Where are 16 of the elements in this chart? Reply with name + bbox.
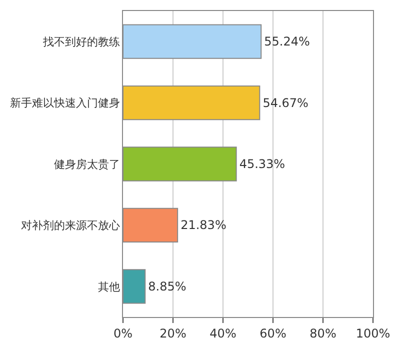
x-tick-label: 100%	[356, 326, 390, 340]
data-label: 55.24%	[264, 34, 310, 49]
y-tick-label: 找不到好的教练	[42, 35, 120, 48]
x-tick-label: 60%	[260, 326, 286, 340]
x-tick-label: 20%	[160, 326, 186, 340]
x-tick-label: 0%	[113, 326, 133, 340]
y-tick-label: 健身房太贵了	[54, 158, 120, 171]
x-tick-label: 40%	[210, 326, 236, 340]
data-label: 21.83%	[180, 218, 226, 232]
x-tick-label: 80%	[310, 326, 336, 340]
data-label: 45.33%	[239, 157, 286, 171]
y-tick-label: 对补剂的来源不放心	[20, 219, 120, 232]
data-label: 8.85%	[148, 279, 186, 294]
data-label: 54.67%	[262, 96, 308, 110]
y-tick-label: 其他	[98, 280, 120, 294]
y-tick-label: 新手难以快速入门健身	[10, 96, 120, 110]
